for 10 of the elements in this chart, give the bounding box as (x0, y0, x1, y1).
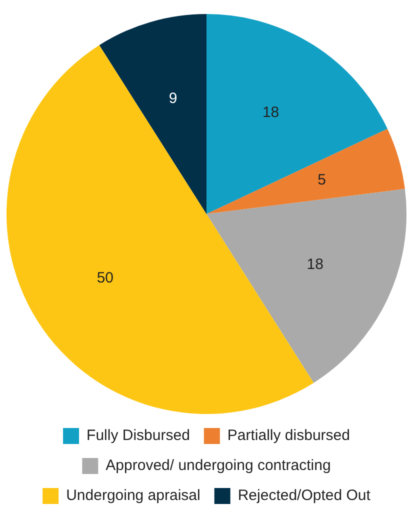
data-label: 18 (262, 104, 280, 121)
legend-label: Rejected/Opted Out (238, 487, 372, 504)
data-label: 9 (168, 90, 178, 107)
legend-label: Fully Disbursed (86, 427, 190, 444)
data-label: 5 (318, 172, 326, 189)
legend-label: Approved/ undergoing contracting (106, 457, 331, 474)
data-label: 18 (306, 256, 324, 274)
data-label: 50 (96, 269, 114, 286)
legend-label: Undergoing apraisal (66, 487, 200, 504)
legend-label: Partially disbursed (227, 427, 350, 444)
